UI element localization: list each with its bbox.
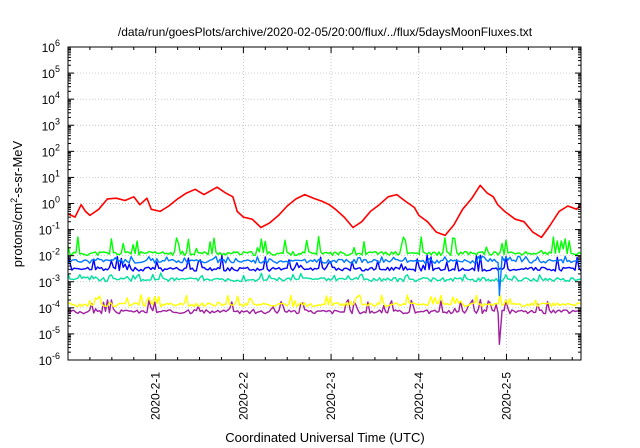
- y-tick-label: 104: [42, 90, 60, 107]
- y-tick-label: 10-3: [39, 273, 60, 290]
- y-tick-label: 102: [42, 142, 60, 159]
- x-axis-title: Coordinated Universal Time (UTC): [225, 430, 424, 445]
- series-line: [67, 235, 582, 257]
- y-tick-label: 10-6: [39, 351, 60, 368]
- y-axis-title: protons/cm2-s-sr-MeV: [9, 140, 25, 267]
- chart-title: /data/run/goesPlots/archive/2020-02-05/2…: [118, 25, 533, 39]
- y-tick-label: 10-4: [39, 299, 60, 316]
- y-axis-ticks: 10-6 10-5 10-4 10-3 10-2 10-1 100 101 102 103 104 1…: [39, 38, 581, 368]
- y-tick-label: 10-1: [39, 221, 60, 238]
- y-tick-label: 10-5: [39, 325, 60, 342]
- x-tick-label: 2020-2-5: [499, 372, 513, 420]
- series-line: [67, 294, 582, 308]
- series-line: [67, 255, 582, 297]
- x-tick-label: 2020-2-1: [149, 372, 163, 420]
- series-line: [67, 298, 582, 345]
- series-line: [67, 254, 582, 272]
- series-layer: [67, 184, 582, 345]
- series-line: [67, 184, 582, 239]
- y-tick-label: 101: [42, 168, 60, 185]
- y-tick-label: 100: [42, 195, 60, 212]
- x-tick-label: 2020-2-2: [236, 372, 250, 420]
- grid-lines: [68, 47, 581, 360]
- y-tick-label: 106: [42, 38, 60, 55]
- y-tick-label: 10-2: [39, 247, 60, 264]
- x-tick-label: 2020-2-4: [412, 372, 426, 420]
- x-tick-label: 2020-2-3: [324, 372, 338, 420]
- y-tick-label: 105: [42, 64, 60, 81]
- series-line: [67, 272, 582, 283]
- y-tick-label: 103: [42, 116, 60, 133]
- x-axis-ticks: 2020-2-1 2020-2-2 2020-2-3 2020-2-4 2020-2-5: [89, 47, 573, 420]
